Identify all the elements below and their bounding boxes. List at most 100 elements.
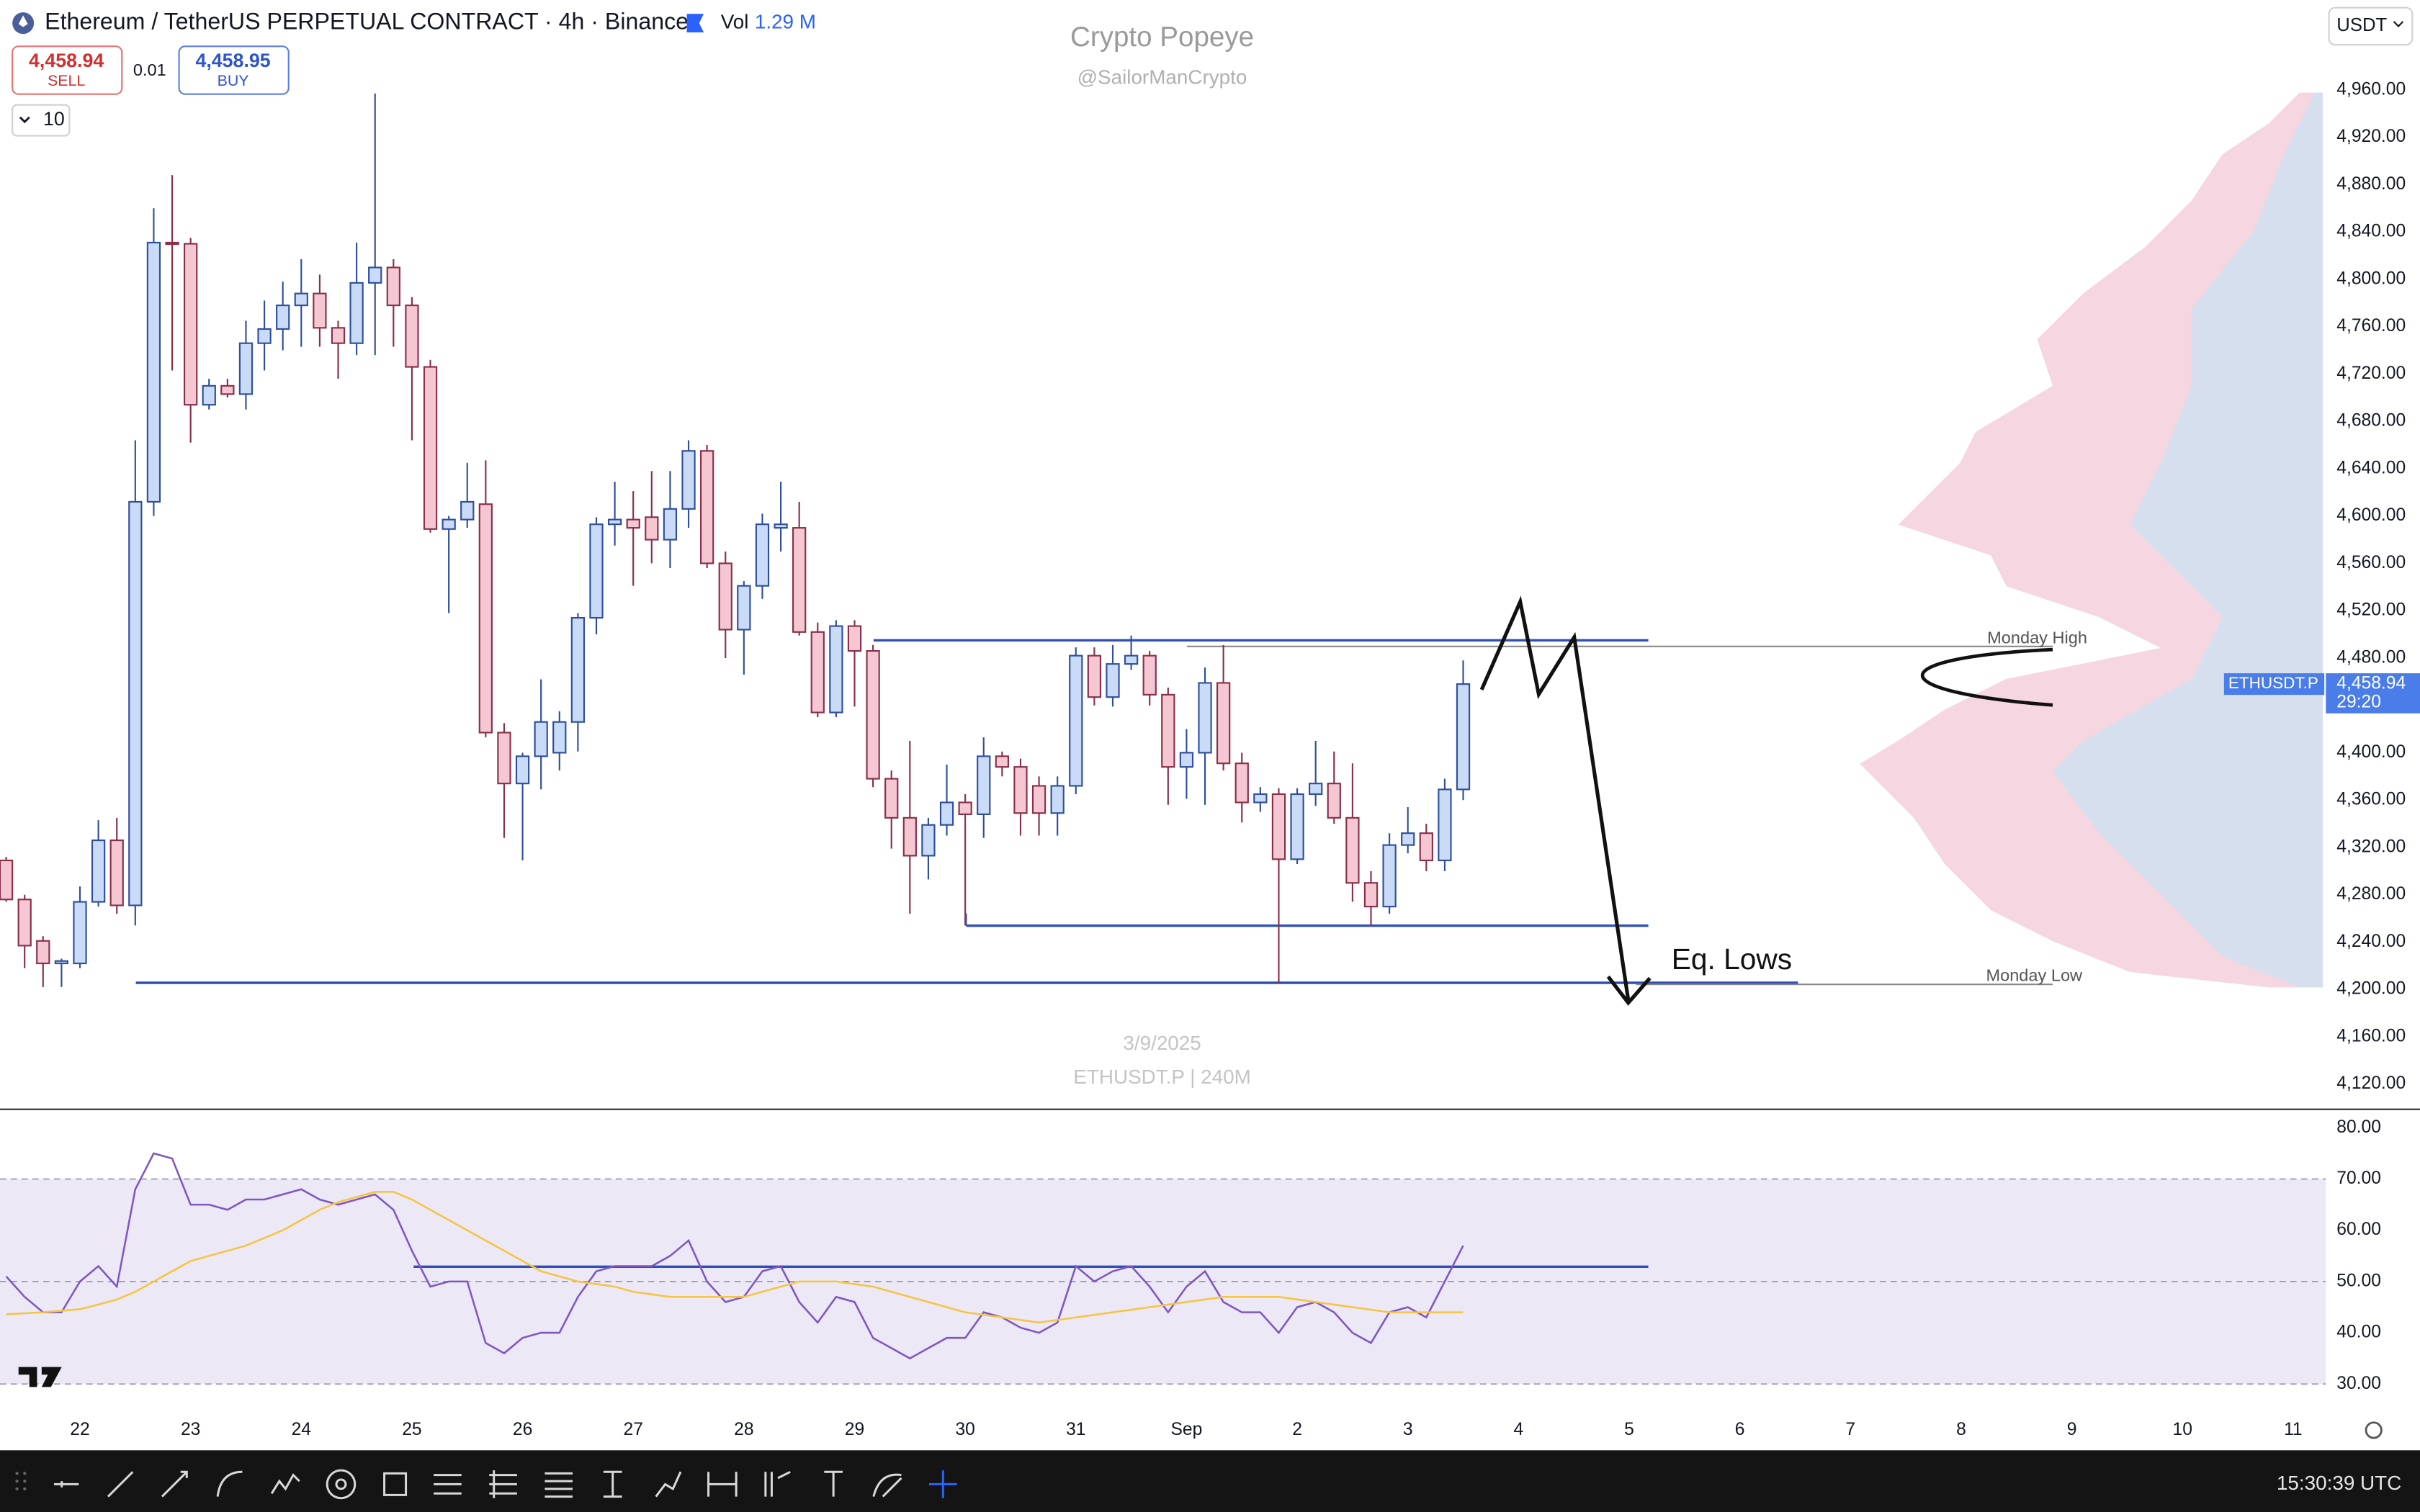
toolbar-icon[interactable] (270, 1473, 300, 1495)
candle-body (497, 732, 511, 785)
candle-body (165, 241, 179, 246)
candle-body (1198, 682, 1212, 754)
x-tick-label: 26 (513, 1420, 532, 1439)
x-tick-label: 25 (402, 1420, 421, 1439)
x-tick-label: 27 (624, 1420, 643, 1439)
toolbar-icon[interactable] (107, 1471, 134, 1498)
watermark-symbol: ETHUSDT.P | 240M (1073, 1066, 1251, 1088)
candle-body (829, 625, 843, 714)
drag-handle (23, 1472, 27, 1475)
toolbar-icons (15, 1469, 957, 1500)
candle-body (1309, 783, 1323, 796)
toolbar-icon[interactable] (824, 1470, 843, 1497)
candle-body (1363, 882, 1379, 908)
candles (0, 93, 1471, 987)
toolbar-icon[interactable] (655, 1471, 682, 1498)
candle-body (294, 292, 308, 307)
toolbar-icon[interactable] (603, 1470, 622, 1498)
currency-select[interactable] (2328, 6, 2414, 46)
tv-logo[interactable] (18, 1367, 62, 1387)
candle-body (1031, 785, 1047, 814)
candle-body (331, 327, 346, 344)
candle-body (681, 450, 696, 510)
toolbar-icon[interactable] (434, 1474, 462, 1495)
candle-body (607, 518, 622, 526)
rsi-tick-label: 60.00 (2336, 1220, 2381, 1239)
price-tag-bg (2326, 673, 2420, 714)
indicator-count: 10 (43, 108, 65, 130)
y-tick-label: 4,120.00 (2336, 1074, 2406, 1093)
toolbar-icon[interactable] (383, 1472, 408, 1496)
y-tick-label: 4,840.00 (2336, 222, 2406, 241)
rsi-tick-label: 40.00 (2336, 1323, 2381, 1342)
toolbar-icon[interactable] (872, 1473, 902, 1498)
y-tick-label: 4,680.00 (2336, 411, 2406, 431)
watermark-handle: @SailorManCrypto (1077, 66, 1247, 89)
quantity: 0.01 (133, 60, 166, 79)
x-tick-label: 23 (181, 1420, 200, 1439)
x-tick-label: 6 (1735, 1420, 1745, 1439)
toolbar-icon[interactable] (216, 1470, 243, 1497)
y-tick-label: 4,520.00 (2336, 600, 2406, 620)
monday-high-label: Monday High (1987, 628, 2087, 647)
y-tick-label: 4,480.00 (2336, 647, 2406, 667)
sell-button[interactable] (12, 45, 123, 95)
toolbar-icon[interactable] (764, 1470, 791, 1497)
x-tick-label: Sep (1171, 1420, 1203, 1439)
toolbar-icon[interactable] (707, 1472, 738, 1497)
toolbar-icon[interactable] (929, 1470, 957, 1498)
x-tick-label: 9 (2067, 1420, 2077, 1439)
candle-body (534, 721, 548, 757)
candle-body (626, 518, 640, 529)
toolbar (0, 1450, 2420, 1512)
candle-body (386, 266, 400, 307)
buy-label: BUY (218, 72, 249, 89)
x-tick-label: 24 (292, 1420, 311, 1439)
watermark-date: 3/9/2025 (1123, 1032, 1201, 1054)
candle-body (755, 523, 770, 587)
toolbar-icon[interactable] (326, 1469, 357, 1500)
toolbar-icon[interactable] (54, 1481, 79, 1488)
flag-icon[interactable] (686, 14, 704, 32)
indicator-toggle[interactable] (12, 104, 71, 137)
y-tick-label: 4,760.00 (2336, 316, 2406, 336)
currency-chevron (2393, 21, 2404, 27)
x-tick-label: 3 (1403, 1420, 1413, 1439)
x-tick-label: 11 (2284, 1420, 2303, 1439)
toolbar-icon[interactable] (161, 1470, 188, 1498)
candle-body (1290, 793, 1304, 860)
y-tick-label: 4,160.00 (2336, 1026, 2406, 1045)
settings-icon[interactable] (2365, 1421, 2383, 1439)
buy-button[interactable] (178, 45, 290, 95)
candle-body (939, 801, 954, 826)
drag-handle (15, 1487, 19, 1490)
y-tick-label: 4,720.00 (2336, 364, 2406, 383)
candle-body (276, 305, 290, 330)
drag-handle (15, 1472, 19, 1475)
eq-lows-label: Eq. Lows (1672, 942, 1792, 976)
y-tick-label: 4,280.00 (2336, 884, 2406, 904)
price-tag-symbol: ETHUSDT.P (2228, 674, 2318, 692)
x-tick-label: 7 (1845, 1420, 1855, 1439)
candle-body (405, 305, 419, 368)
candle-body (1142, 654, 1157, 696)
candle-body (442, 518, 456, 530)
candle-body (847, 625, 862, 652)
candle-body (183, 243, 198, 406)
candle-body (884, 778, 899, 819)
candle-body (1234, 762, 1249, 804)
toolbar-icon[interactable] (544, 1472, 573, 1498)
symbol-title[interactable]: Ethereum / TetherUS PERPETUAL CONTRACT ·… (45, 9, 689, 35)
y-tick-label: 4,360.00 (2336, 790, 2406, 809)
candle-body (902, 816, 917, 857)
x-tick-label: 22 (70, 1420, 89, 1439)
candle-body (737, 585, 751, 631)
candle-body (645, 516, 659, 541)
hand-drawn-curve (1920, 647, 2053, 707)
candle-body (1216, 682, 1231, 765)
y-tick-label: 4,880.00 (2336, 174, 2406, 194)
candle-body (810, 631, 825, 714)
candle-body (995, 755, 1009, 768)
toolbar-icon[interactable] (489, 1470, 517, 1498)
candle-body (460, 500, 475, 521)
